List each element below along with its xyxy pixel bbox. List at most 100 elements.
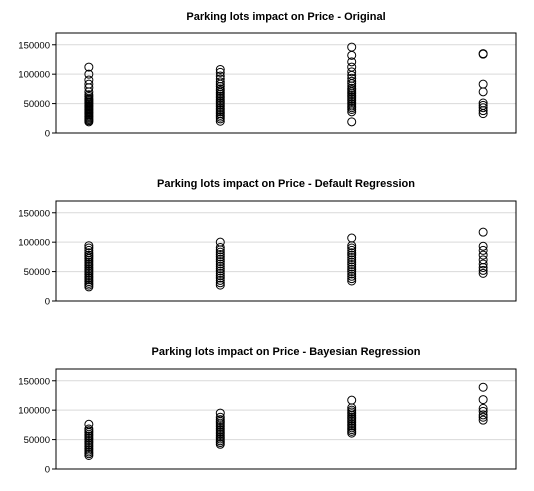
data-point bbox=[215, 264, 225, 274]
data-point bbox=[215, 257, 225, 267]
data-point bbox=[215, 64, 225, 74]
data-point bbox=[215, 242, 225, 252]
data-point bbox=[347, 248, 357, 258]
data-point bbox=[215, 254, 225, 264]
data-point bbox=[478, 49, 488, 59]
data-point bbox=[478, 227, 488, 237]
data-point bbox=[347, 405, 357, 415]
data-point bbox=[347, 267, 357, 277]
data-point bbox=[478, 406, 488, 416]
data-point bbox=[347, 276, 357, 286]
data-point bbox=[215, 77, 225, 87]
data-point bbox=[215, 273, 225, 283]
data-point bbox=[215, 280, 225, 290]
data-point bbox=[347, 42, 357, 52]
data-point bbox=[347, 250, 357, 260]
y-tick-label: 0 bbox=[45, 297, 50, 308]
data-point bbox=[347, 252, 357, 262]
data-point bbox=[215, 261, 225, 271]
plot-frame bbox=[55, 32, 517, 134]
data-point bbox=[215, 74, 225, 84]
data-point bbox=[347, 76, 357, 86]
panel-title: Parking lots impact on Price - Bayesian … bbox=[152, 346, 421, 358]
panel-original: Parking lots impact on Price - Original … bbox=[18, 11, 517, 140]
data-point bbox=[347, 67, 357, 77]
data-point bbox=[84, 424, 94, 434]
data-point bbox=[215, 271, 225, 281]
data-point bbox=[347, 395, 357, 405]
data-point bbox=[84, 62, 94, 72]
data-point bbox=[347, 255, 357, 265]
data-point bbox=[347, 57, 357, 67]
data-point bbox=[347, 271, 357, 281]
data-point bbox=[215, 252, 225, 262]
data-point bbox=[347, 73, 357, 83]
y-tick-label: 50000 bbox=[24, 435, 50, 446]
panel-bayesian-regression: Parking lots impact on Price - Bayesian … bbox=[18, 346, 517, 476]
data-point bbox=[347, 245, 357, 255]
y-tick-label: 50000 bbox=[24, 99, 50, 110]
data-point bbox=[478, 259, 488, 269]
data-point bbox=[215, 275, 225, 285]
data-point bbox=[215, 415, 225, 425]
panel-default-regression: Parking lots impact on Price - Default R… bbox=[18, 178, 517, 308]
data-point bbox=[478, 87, 488, 97]
data-point bbox=[347, 233, 357, 243]
data-point bbox=[347, 274, 357, 284]
y-tick-label: 100000 bbox=[18, 238, 50, 249]
data-point bbox=[347, 83, 357, 93]
data-point bbox=[478, 79, 488, 89]
data-point bbox=[84, 241, 94, 251]
data-point bbox=[215, 278, 225, 288]
y-tick-label: 150000 bbox=[18, 208, 50, 219]
y-tick-label: 0 bbox=[45, 129, 50, 140]
data-point bbox=[215, 84, 225, 94]
data-point bbox=[478, 403, 488, 413]
data-point bbox=[215, 250, 225, 260]
data-point bbox=[84, 79, 94, 89]
data-point bbox=[84, 69, 94, 79]
data-point bbox=[215, 247, 225, 257]
data-point bbox=[478, 245, 488, 255]
data-point bbox=[478, 412, 488, 422]
data-point bbox=[347, 264, 357, 274]
data-point bbox=[215, 259, 225, 269]
data-point bbox=[347, 243, 357, 253]
data-point bbox=[215, 268, 225, 278]
data-point bbox=[84, 250, 94, 260]
data-point bbox=[478, 103, 488, 113]
data-point bbox=[84, 248, 94, 258]
data-point bbox=[478, 250, 488, 260]
y-tick-label: 50000 bbox=[24, 267, 50, 278]
panel-title: Parking lots impact on Price - Default R… bbox=[157, 178, 415, 190]
panel-title: Parking lots impact on Price - Original bbox=[186, 11, 385, 23]
data-point bbox=[347, 269, 357, 279]
data-point bbox=[215, 237, 225, 247]
data-point bbox=[84, 419, 94, 429]
data-point bbox=[84, 243, 94, 253]
data-point bbox=[215, 67, 225, 77]
data-point bbox=[478, 382, 488, 392]
data-point bbox=[478, 265, 488, 275]
plot-frame bbox=[55, 368, 517, 470]
data-point bbox=[347, 257, 357, 267]
data-point bbox=[478, 98, 488, 108]
data-point bbox=[84, 245, 94, 255]
data-point bbox=[478, 100, 488, 110]
data-point bbox=[347, 117, 357, 127]
data-point bbox=[347, 262, 357, 272]
data-point bbox=[215, 71, 225, 81]
data-point bbox=[478, 395, 488, 405]
data-point bbox=[215, 266, 225, 276]
data-point bbox=[478, 415, 488, 425]
y-tick-label: 150000 bbox=[18, 40, 50, 51]
plot-frame bbox=[55, 200, 517, 302]
data-point bbox=[84, 90, 94, 100]
data-point bbox=[478, 241, 488, 251]
y-tick-label: 100000 bbox=[18, 70, 50, 81]
y-tick-label: 0 bbox=[45, 465, 50, 476]
y-tick-label: 150000 bbox=[18, 376, 50, 387]
data-point bbox=[84, 75, 94, 85]
y-tick-label: 100000 bbox=[18, 406, 50, 417]
